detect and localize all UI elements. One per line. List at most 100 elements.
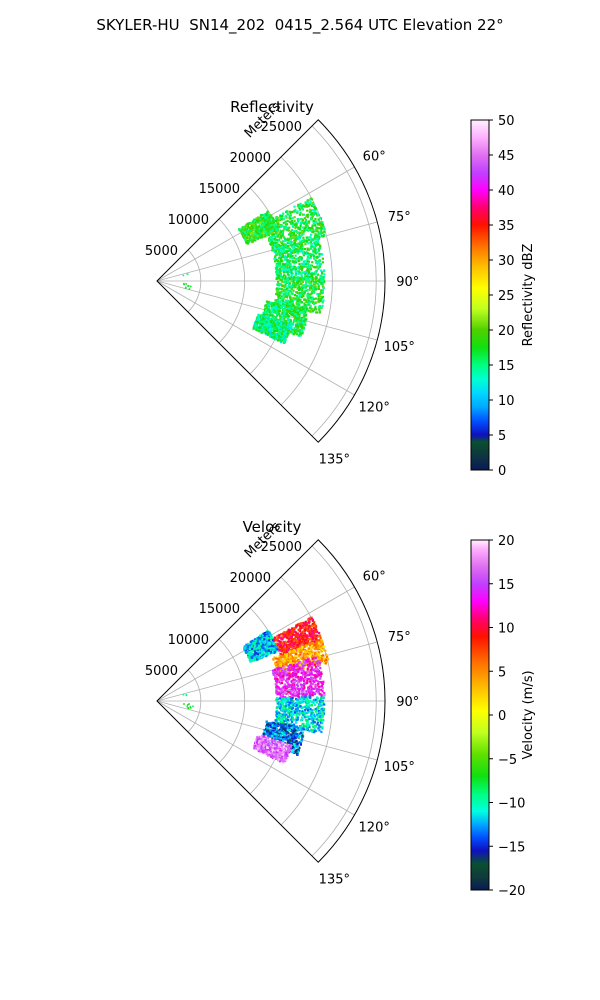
echo-gate: [287, 644, 290, 647]
echo-gate: [280, 315, 283, 318]
echo-gate: [293, 205, 296, 208]
echo-gate: [245, 643, 248, 646]
echo-gate: [291, 272, 294, 275]
echo-gate: [256, 639, 259, 642]
echo-gate: [296, 326, 299, 329]
echo-gate: [282, 328, 286, 331]
echo-gate: [284, 668, 287, 671]
echo-gate: [285, 335, 288, 338]
echo-gate: [269, 226, 272, 229]
echo-gate: [287, 253, 290, 256]
echo-gate: [286, 219, 289, 223]
echo-gate: [245, 650, 248, 654]
echo-gate: [306, 295, 309, 298]
echo-gate: [303, 284, 306, 287]
echo-gate: [259, 642, 262, 645]
echo-gate: [300, 262, 303, 265]
echo-gate: [288, 266, 291, 269]
echo-gate: [286, 314, 289, 317]
echo-gate: [264, 634, 267, 637]
echo-gate: [293, 236, 296, 239]
echo-gate: [313, 668, 316, 671]
echo-gate: [307, 301, 310, 304]
echo-gate: [260, 227, 263, 230]
echo-gate: [312, 636, 315, 639]
echo-gate: [294, 239, 297, 242]
echo-gate: [244, 231, 247, 234]
echo-gate: [257, 329, 260, 332]
echo-gate: [269, 332, 272, 335]
echo-gate: [304, 308, 307, 311]
echo-gate: [306, 238, 309, 241]
echo-gate: [291, 223, 294, 226]
echo-gate: [274, 235, 277, 239]
echo-gate: [255, 320, 258, 324]
echo-gate: [321, 221, 324, 224]
echo-gate: [312, 302, 316, 306]
echo-gate: [267, 328, 270, 331]
echo-gate: [314, 628, 317, 631]
echo-gate: [320, 263, 323, 266]
echo-gate: [315, 634, 318, 637]
echo-gate: [298, 305, 301, 308]
echo-gate: [286, 633, 289, 636]
echo-gate: [272, 647, 275, 650]
echo-gate: [284, 239, 287, 243]
echo-gate: [306, 627, 309, 630]
echo-gate: [252, 641, 255, 644]
echo-gate: [278, 326, 281, 329]
echo-gate: [305, 318, 308, 321]
echo-gate: [305, 263, 308, 266]
echo-gate: [267, 223, 270, 226]
echo-gate: [289, 264, 292, 267]
echo-gate: [300, 633, 303, 636]
echo-gate: [240, 229, 243, 232]
echo-gate: [308, 625, 311, 628]
echo-gate: [317, 688, 321, 691]
echo-gate: [247, 655, 250, 658]
echo-gate: [284, 275, 287, 278]
echo-gate: [274, 321, 277, 324]
echo-gate: [297, 634, 300, 637]
echo-gate: [283, 236, 286, 239]
echo-gate: [271, 226, 274, 229]
echo-gate: [289, 296, 292, 299]
echo-gate: [300, 635, 303, 638]
echo-gate: [308, 284, 311, 287]
echo-gate: [238, 228, 241, 231]
echo-gate: [278, 291, 281, 294]
echo-gate: [295, 229, 298, 233]
echo-gate: [249, 646, 252, 649]
echo-gate: [271, 220, 275, 223]
echo-gate: [309, 203, 312, 206]
echo-gate: [280, 249, 283, 252]
echo-gate: [295, 295, 298, 298]
echo-gate: [254, 639, 257, 642]
echo-gate: [252, 639, 256, 642]
echo-gate: [302, 254, 305, 257]
echo-gate: [294, 210, 297, 213]
echo-gate: [297, 249, 300, 252]
echo-gate: [294, 306, 297, 309]
echo-gate: [259, 321, 262, 324]
echo-gate: [282, 662, 285, 666]
echo-gate: [268, 214, 271, 217]
echo-gate: [267, 315, 271, 319]
echo-gate: [311, 202, 314, 205]
echo-gate: [262, 316, 265, 319]
echo-gate: [267, 215, 270, 218]
echo-gate: [294, 254, 297, 257]
echo-gate: [300, 268, 304, 271]
echo-gate: [274, 257, 277, 260]
echo-gate: [282, 330, 285, 333]
echo-gate: [299, 657, 302, 660]
echo-gate: [316, 651, 319, 654]
echo-gate: [296, 236, 299, 239]
echo-gate: [283, 312, 286, 315]
echo-gate: [301, 287, 304, 290]
echo-gate: [281, 312, 284, 315]
echo-gate: [285, 643, 288, 646]
echo-gate: [291, 292, 294, 295]
echo-gate: [188, 288, 191, 290]
